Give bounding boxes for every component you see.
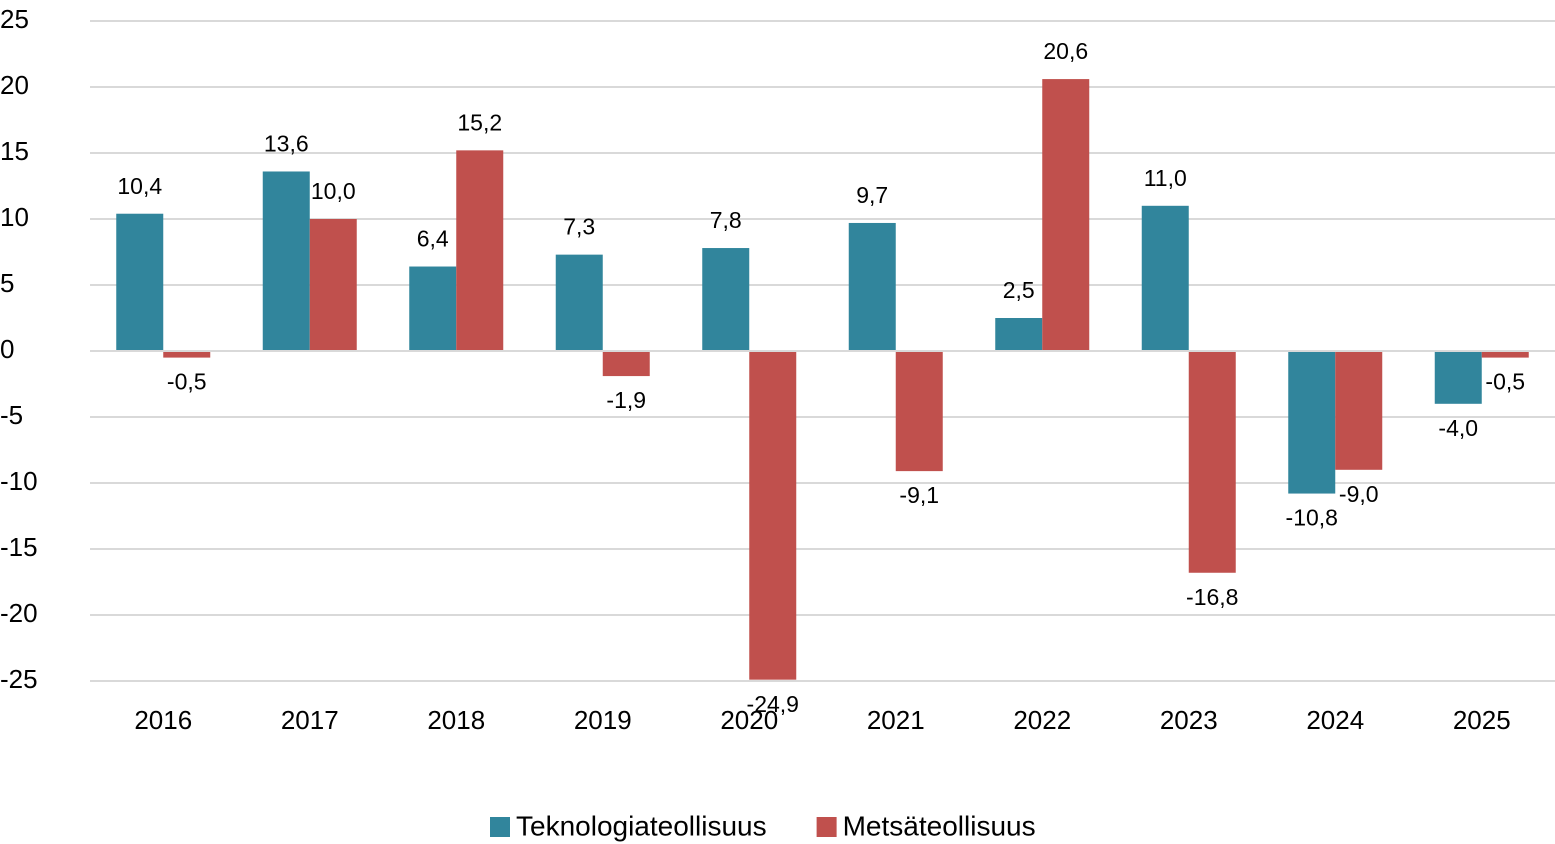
bar	[848, 222, 896, 351]
y-tick-label: -20	[0, 598, 38, 628]
value-label: 10,0	[311, 178, 356, 204]
value-label: 11,0	[1144, 165, 1187, 191]
x-tick-label: 2017	[281, 705, 339, 735]
bar	[1481, 351, 1529, 358]
value-label: -16,8	[1186, 584, 1238, 610]
legend-swatch	[816, 817, 837, 837]
x-tick-label: 2016	[134, 705, 192, 735]
value-label: -9,0	[1339, 481, 1379, 507]
value-label: 13,6	[264, 131, 309, 157]
bar	[995, 318, 1043, 351]
value-label: -4,0	[1438, 415, 1478, 441]
bar	[163, 351, 211, 358]
bar	[309, 219, 357, 351]
bar	[895, 351, 943, 472]
bar	[409, 266, 457, 351]
bar	[1434, 351, 1482, 404]
x-tick-label: 2022	[1013, 705, 1071, 735]
bar	[1141, 205, 1189, 351]
value-label: 9,7	[856, 182, 888, 208]
value-label: -0,5	[167, 369, 207, 395]
bar	[602, 351, 650, 377]
value-label: -10,8	[1286, 505, 1338, 531]
bar	[1288, 351, 1336, 494]
y-tick-label: 15	[0, 136, 29, 166]
x-tick-label: 2025	[1453, 705, 1511, 735]
bar	[1335, 351, 1383, 470]
x-tick-label: 2023	[1160, 705, 1218, 735]
x-tick-label: 2020	[720, 705, 778, 735]
bar	[1188, 351, 1236, 573]
bar	[116, 213, 164, 351]
x-tick-label: 2024	[1306, 705, 1364, 735]
y-tick-label: 5	[0, 268, 14, 298]
y-tick-label: -25	[0, 664, 38, 694]
x-tick-label: 2019	[574, 705, 632, 735]
bar	[749, 351, 797, 680]
y-tick-label: 10	[0, 202, 29, 232]
value-label: -0,5	[1485, 369, 1525, 395]
legend-label: Metsäteollisuus	[843, 810, 1036, 841]
value-label: 20,6	[1043, 38, 1088, 64]
value-label: 15,2	[457, 109, 502, 135]
value-label: -1,9	[606, 387, 646, 413]
value-label: 7,3	[563, 214, 595, 240]
legend-swatch	[490, 817, 510, 837]
y-tick-label: -10	[0, 466, 38, 496]
value-label: 10,4	[117, 173, 162, 199]
y-tick-label: -5	[0, 400, 23, 430]
bar	[456, 150, 504, 351]
x-tick-label: 2018	[427, 705, 485, 735]
bar	[702, 248, 750, 351]
bar	[555, 254, 603, 351]
y-tick-label: 25	[0, 4, 29, 34]
y-tick-label: 20	[0, 70, 29, 100]
value-label: -24,9	[747, 691, 799, 717]
value-label: -9,1	[899, 482, 939, 508]
value-label: 6,4	[417, 226, 449, 252]
bar	[1042, 79, 1090, 351]
legend-label: Teknologiateollisuus	[516, 810, 767, 841]
value-label: 7,8	[710, 207, 742, 233]
value-label: 2,5	[1003, 277, 1035, 303]
y-tick-label: -15	[0, 532, 38, 562]
x-tick-label: 2021	[867, 705, 925, 735]
bar	[262, 171, 310, 351]
y-tick-label: 0	[0, 334, 14, 364]
